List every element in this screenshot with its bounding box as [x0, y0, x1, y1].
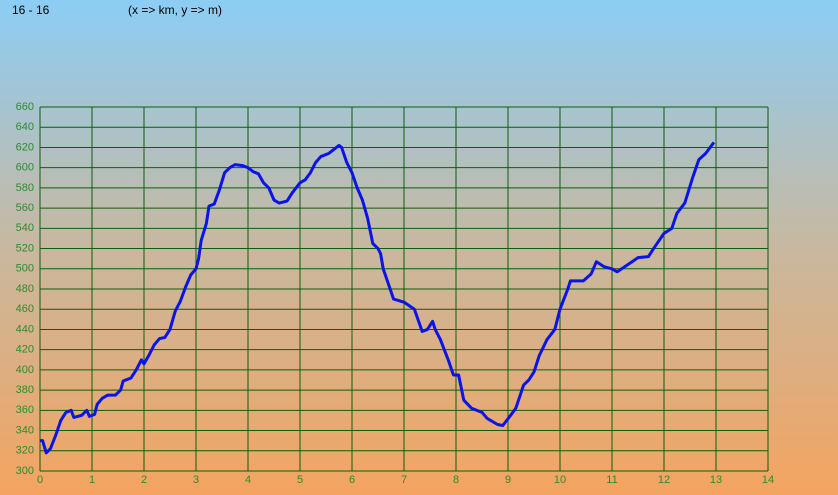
x-tick-label: 10	[554, 474, 566, 486]
y-tick-label: 580	[16, 182, 34, 194]
y-tick-label: 540	[16, 222, 34, 234]
x-tick-label: 7	[401, 474, 407, 486]
line	[40, 141, 716, 455]
x-tick-label: 0	[37, 474, 43, 486]
y-tick-label: 380	[16, 384, 34, 396]
y-tick-label: 400	[16, 364, 34, 376]
y-tick-label: 560	[16, 202, 34, 214]
x-tick-label: 14	[762, 474, 774, 486]
x-tick-label: 13	[710, 474, 722, 486]
x-tick-label: 2	[141, 474, 147, 486]
y-tick-label: 340	[16, 424, 34, 436]
y-tick-label: 480	[16, 283, 34, 295]
x-tick-label: 12	[658, 474, 670, 486]
x-tick-label: 1	[89, 474, 95, 486]
y-tick-label: 300	[16, 465, 34, 477]
y-tick-label: 440	[16, 323, 34, 335]
x-tick-label: 5	[297, 474, 303, 486]
y-tick-label: 460	[16, 303, 34, 315]
x-tick-label: 9	[505, 474, 511, 486]
x-tick-label: 11	[606, 474, 617, 486]
x-tick-label: 6	[349, 474, 355, 486]
x-tick-label: 4	[245, 474, 251, 486]
y-tick-label: 500	[16, 263, 34, 275]
x-tick-label: 8	[453, 474, 459, 486]
y-tick-label: 640	[16, 121, 34, 133]
y-tick-label: 620	[16, 141, 34, 153]
y-tick-label: 600	[16, 162, 34, 174]
y-tick-label: 320	[16, 445, 34, 457]
y-tick-label: 360	[16, 404, 34, 416]
chart-title: 16 - 16	[12, 3, 50, 17]
y-tick-label: 660	[16, 101, 34, 113]
y-tick-label: 520	[16, 242, 34, 254]
chart-subtitle: (x => km, y => m)	[128, 3, 222, 17]
x-tick-label: 3	[193, 474, 199, 486]
y-tick-label: 420	[16, 344, 34, 356]
